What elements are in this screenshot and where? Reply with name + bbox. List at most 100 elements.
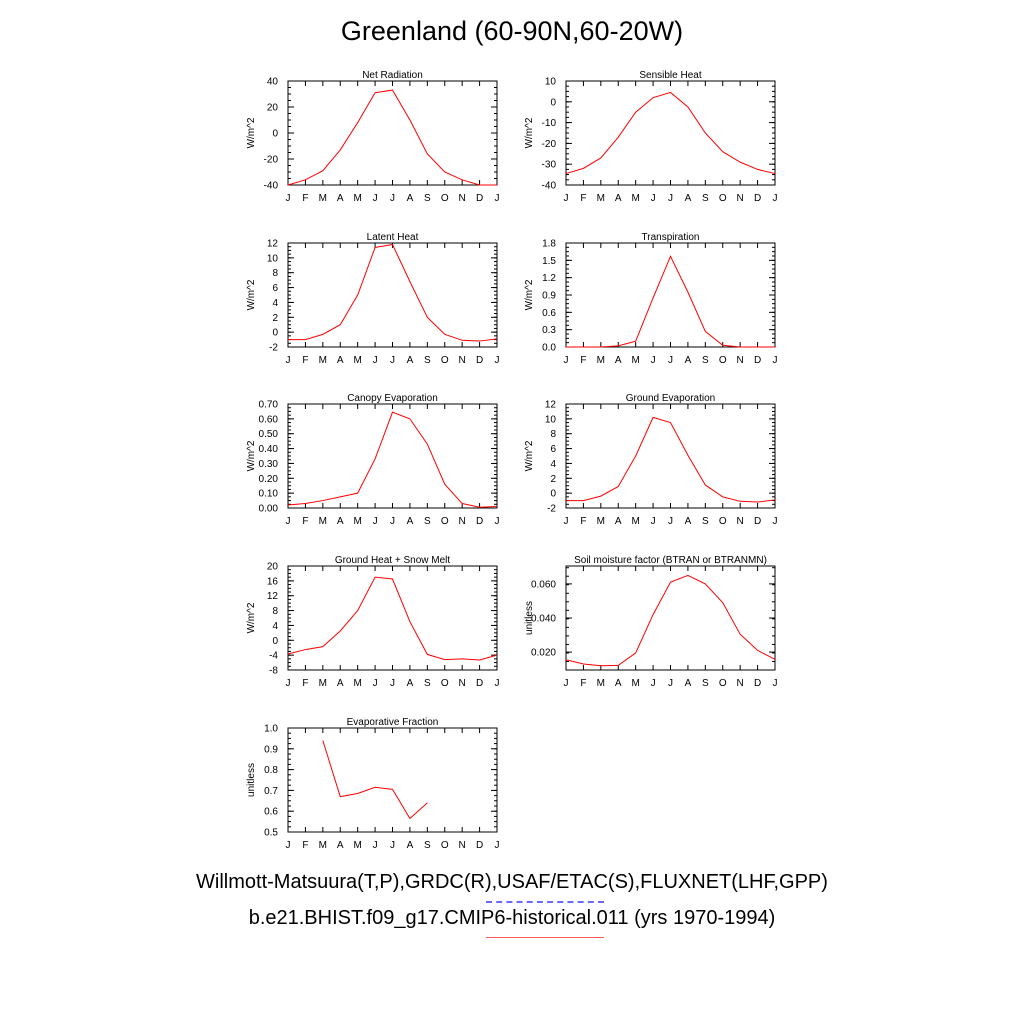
panel-5-xtick-label: A (337, 516, 344, 527)
panel-1-title: Net Radiation (362, 70, 423, 81)
panel-9-ytick-label: 0.5 (264, 828, 278, 839)
panel-6-xtick-label: M (597, 516, 605, 527)
panel-6-xtick-label: M (631, 516, 639, 527)
panel-4-xtick-label: F (580, 355, 586, 366)
panel-7-xtick-label: M (319, 678, 327, 689)
panel-9-ytick-label: 0.8 (264, 765, 278, 776)
panel-5-xtick-label: J (390, 516, 395, 527)
panel-3-ytick-label: 4 (272, 298, 278, 309)
panel-2-ylabel: W/m^2 (524, 117, 535, 148)
panel-2-ytick-label: 0 (550, 97, 556, 108)
legend-model-swatch (486, 937, 604, 938)
panel-5-ytick-label: 0.20 (259, 474, 279, 485)
panel-1-xtick-label: J (390, 193, 395, 204)
panel-7-title: Ground Heat + Snow Melt (335, 555, 451, 566)
panel-9-xtick-label: M (319, 840, 327, 851)
panel-4-xtick-label: N (737, 355, 744, 366)
panel-7-frame (287, 565, 498, 671)
panel-6-xtick-label: J (651, 516, 656, 527)
panel-1-ytick-label: 40 (267, 77, 279, 88)
panel-7-xtick-label: J (390, 678, 395, 689)
panel-4-xtick-label: M (631, 355, 639, 366)
panel-1-xtick-label: F (302, 193, 308, 204)
panel-1-xtick-label: S (424, 193, 431, 204)
panel-5-xtick-label: N (459, 516, 466, 527)
panel-5-xtick-label: O (441, 516, 449, 527)
panel-5-xtick-label: S (424, 516, 431, 527)
panel-6-ytick-label: 12 (545, 400, 557, 411)
panel-5-ytick-label: 0.30 (259, 459, 279, 470)
panel-9-xtick-label: O (441, 840, 449, 851)
panel-3-xtick-label: J (390, 355, 395, 366)
panel-7-xtick-label: M (353, 678, 361, 689)
panel-9-xtick-label: S (424, 840, 431, 851)
panel-4-xtick-label: J (668, 355, 673, 366)
panel-5-ytick-label: 0.60 (259, 414, 279, 425)
panel-6-frame (565, 403, 776, 509)
panel-5-xtick-label: J (286, 516, 291, 527)
panel-9-ytick-label: 0.9 (264, 744, 278, 755)
panel-8-xtick-label: J (668, 678, 673, 689)
panel-6-ytick-label: 0 (550, 489, 556, 500)
panel-7-xtick-label: S (424, 678, 431, 689)
panel-3-frame (287, 242, 498, 348)
panel-2-xtick-label: A (685, 193, 692, 204)
panel-4-series-line (566, 255, 775, 348)
panel-9-xtick-label: J (373, 840, 378, 851)
panel-7-ytick-label: 4 (272, 621, 278, 632)
panel-8-xtick-label: O (719, 678, 727, 689)
panel-1-ylabel: W/m^2 (246, 117, 257, 148)
panel-1-xtick-label: J (373, 193, 378, 204)
panel-6-title: Ground Evaporation (626, 393, 716, 404)
panel-9-xtick-label: J (390, 840, 395, 851)
panel-4-ytick-label: 1.8 (542, 239, 556, 250)
panel-8-xtick-label: A (685, 678, 692, 689)
panel-3-xtick-label: J (495, 355, 500, 366)
panel-8-series-line (565, 574, 776, 667)
panel-7-ytick-label: -8 (269, 666, 278, 677)
panel-6-ytick-label: 4 (550, 459, 556, 470)
panel-4-ytick-label: 0.0 (542, 343, 556, 354)
panel-9-title: Evaporative Fraction (347, 717, 439, 728)
panel-5-title: Canopy Evaporation (347, 393, 438, 404)
panel-7-xtick-label: J (286, 678, 291, 689)
panel-7-xtick-label: D (476, 678, 483, 689)
panel-8-title: Soil moisture factor (BTRAN or BTRANMN) (574, 555, 767, 566)
panel-2-xtick-label: J (651, 193, 656, 204)
panel-9-xtick-label: A (407, 840, 414, 851)
panel-2-xtick-label: D (754, 193, 761, 204)
panel-2-ytick-label: -10 (542, 118, 557, 129)
panel-7-xtick-label: N (459, 678, 466, 689)
panel-6-xtick-label: D (754, 516, 761, 527)
panel-6-xtick-label: J (564, 516, 569, 527)
panel-6-xtick-label: S (702, 516, 709, 527)
panel-9-series-line (322, 740, 428, 820)
panel-8-xtick-label: M (631, 678, 639, 689)
panel-5-xtick-label: A (407, 516, 414, 527)
panel-7-ytick-label: 16 (267, 576, 279, 587)
panel-4-ylabel: W/m^2 (524, 279, 535, 310)
panel-2-xtick-label: S (702, 193, 709, 204)
panel-6-ylabel: W/m^2 (524, 440, 535, 471)
panel-4-title: Transpiration (642, 232, 700, 243)
panel-1-xtick-label: A (337, 193, 344, 204)
panel-9-ylabel: unitless (246, 763, 257, 797)
panel-8-xtick-label: N (737, 678, 744, 689)
panel-9-ytick-label: 0.6 (264, 807, 278, 818)
panel-5-ytick-label: 0.10 (259, 489, 279, 500)
panel-5-xtick-label: J (373, 516, 378, 527)
panel-6-xtick-label: N (737, 516, 744, 527)
panel-1-xtick-label: N (459, 193, 466, 204)
panel-6-ytick-label: 10 (545, 414, 557, 425)
panel-2-series-line (565, 91, 776, 175)
panel-7-xtick-label: J (373, 678, 378, 689)
panel-1-ytick-label: 20 (267, 103, 279, 114)
panel-2-xtick-label: M (631, 193, 639, 204)
panel-3-xtick-label: O (441, 355, 449, 366)
panel-9-ytick-label: 1.0 (264, 724, 278, 735)
panel-2-ytick-label: -40 (542, 181, 557, 192)
panel-3-ytick-label: 0 (272, 328, 278, 339)
panel-7-ytick-label: 0 (272, 636, 278, 647)
panel-5-ytick-label: 0.50 (259, 429, 279, 440)
panel-1-frame (287, 80, 498, 186)
